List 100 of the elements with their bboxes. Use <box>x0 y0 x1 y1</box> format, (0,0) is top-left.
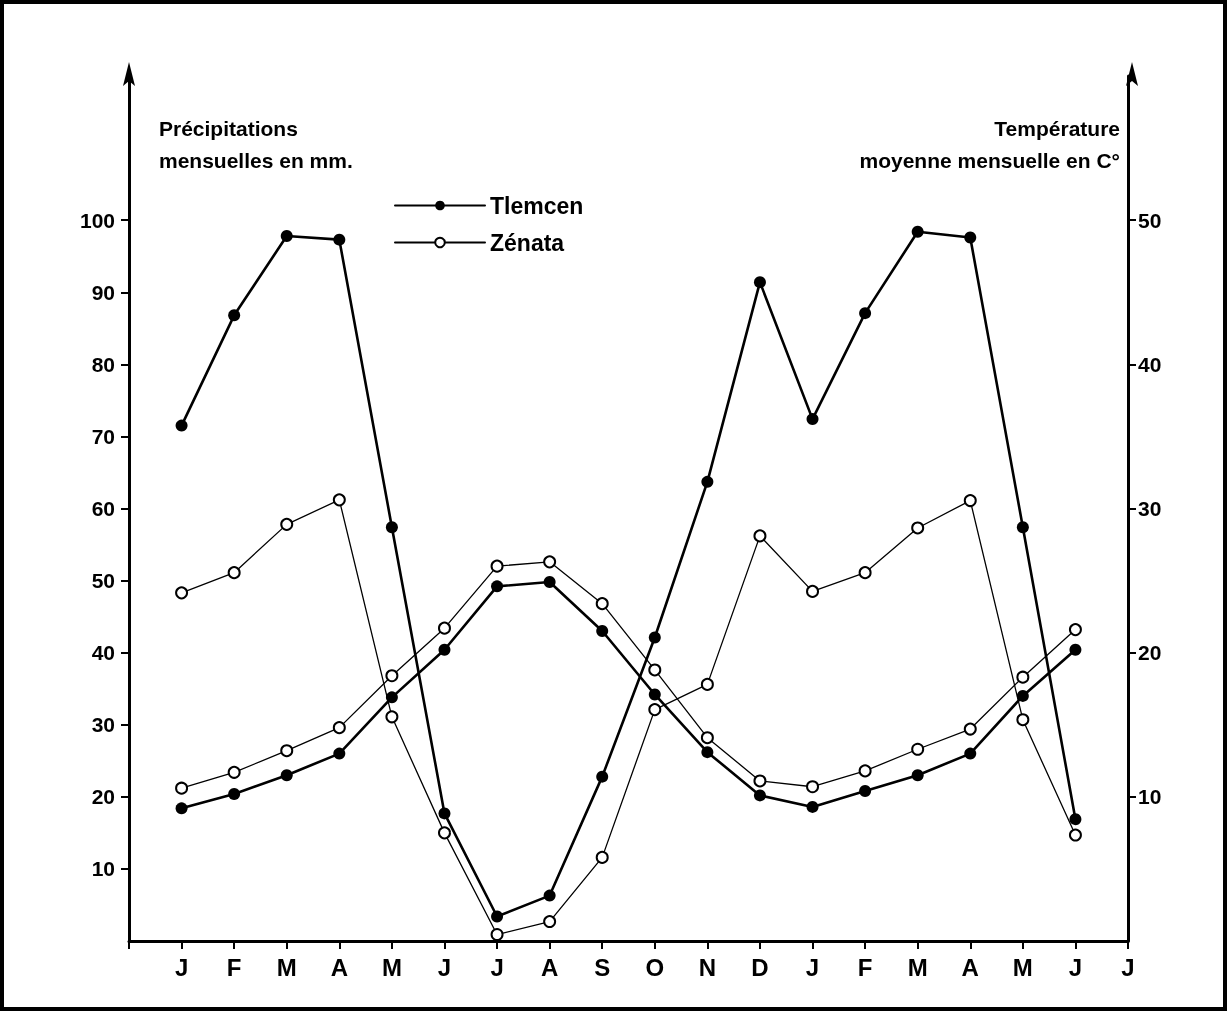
y-tick-label: 50 <box>91 569 115 593</box>
point <box>228 787 241 800</box>
y-tick-label: 60 <box>91 497 115 520</box>
point <box>963 722 977 736</box>
x-tick-label: J <box>490 953 504 981</box>
point <box>596 770 609 783</box>
y-tick-label: 10 <box>91 857 115 881</box>
point <box>175 419 188 432</box>
point <box>806 780 820 794</box>
point <box>701 746 714 759</box>
point <box>490 559 504 573</box>
x-tick-label: S <box>594 953 611 981</box>
point <box>333 233 346 246</box>
point <box>964 747 977 760</box>
point <box>1016 689 1029 702</box>
point <box>1016 521 1029 534</box>
point <box>333 747 346 760</box>
point <box>438 807 451 820</box>
point <box>648 663 662 677</box>
point <box>858 566 872 580</box>
point <box>280 230 293 243</box>
point <box>280 769 293 782</box>
x-tick-label: M <box>1012 953 1033 981</box>
x-tick-label: A <box>330 953 348 981</box>
y2-tick-label: 20 <box>1138 641 1162 665</box>
y-axis-title: Précipitations mensuelles en mm. <box>159 116 353 172</box>
point <box>332 721 346 735</box>
point <box>385 691 398 704</box>
x-tick-label: J <box>1121 953 1135 981</box>
y-tick-label: 70 <box>91 424 115 448</box>
point <box>1069 643 1082 656</box>
y-tick-label: 40 <box>91 641 115 665</box>
point <box>701 475 714 488</box>
point <box>911 225 924 238</box>
point <box>596 625 609 638</box>
y-tick-label: 80 <box>91 352 115 376</box>
point <box>806 584 820 598</box>
y2-tick-label: 10 <box>1138 785 1162 809</box>
point <box>753 774 767 788</box>
y-tick-label: 20 <box>91 785 115 809</box>
point <box>753 276 766 289</box>
point <box>859 785 872 798</box>
x-tick-label: N <box>698 953 717 981</box>
point <box>227 765 241 779</box>
x-tick-label: M <box>907 953 928 981</box>
x-tick-label: A <box>540 953 559 981</box>
point <box>911 742 925 756</box>
point <box>648 631 661 644</box>
legend-label: Zénata <box>490 229 565 256</box>
x-tick-label: O <box>645 953 665 981</box>
y2-tick-label: 50 <box>1138 208 1162 232</box>
point <box>595 597 609 611</box>
point <box>437 621 451 635</box>
x-tick-label: J <box>437 953 452 981</box>
x-tick-label: M <box>276 953 297 981</box>
y-tick-label: 90 <box>91 280 115 304</box>
x-tick-label: M <box>381 953 402 981</box>
point <box>806 800 819 813</box>
point <box>437 826 451 840</box>
y2-tick-label: 40 <box>1138 352 1162 376</box>
y-tick-label: 100 <box>79 208 115 232</box>
point <box>175 781 189 795</box>
point <box>1068 828 1082 842</box>
y-tick-label: 30 <box>91 713 115 737</box>
point <box>227 566 241 580</box>
x-tick-label: D <box>751 953 769 981</box>
x-tick-label: F <box>857 953 873 981</box>
x-tick-label: A <box>961 953 979 981</box>
point <box>753 789 766 802</box>
point <box>385 669 399 683</box>
point <box>543 889 556 902</box>
point <box>700 677 714 691</box>
point <box>1068 623 1082 637</box>
point <box>175 586 189 600</box>
y2-tick-label: 30 <box>1138 497 1162 520</box>
point <box>911 521 925 535</box>
x-tick-label: J <box>1068 953 1083 981</box>
point <box>1016 670 1030 684</box>
point <box>385 710 399 724</box>
y2-axis-title: Température moyenne mensuelle en C° <box>859 116 1120 172</box>
point <box>175 802 188 815</box>
point <box>963 494 977 508</box>
point <box>595 850 609 864</box>
point <box>964 231 977 244</box>
point <box>806 413 819 426</box>
point <box>543 576 556 589</box>
point <box>438 643 451 656</box>
point <box>1016 713 1030 727</box>
point <box>859 307 872 320</box>
legend-label: Tlemcen <box>490 192 584 219</box>
point <box>228 309 241 322</box>
point <box>543 915 557 929</box>
point <box>858 764 872 778</box>
point <box>1069 813 1082 826</box>
point <box>385 521 398 534</box>
point <box>648 703 662 717</box>
point <box>490 928 504 942</box>
point <box>911 769 924 782</box>
point <box>332 493 346 507</box>
x-tick-label: J <box>174 953 189 981</box>
